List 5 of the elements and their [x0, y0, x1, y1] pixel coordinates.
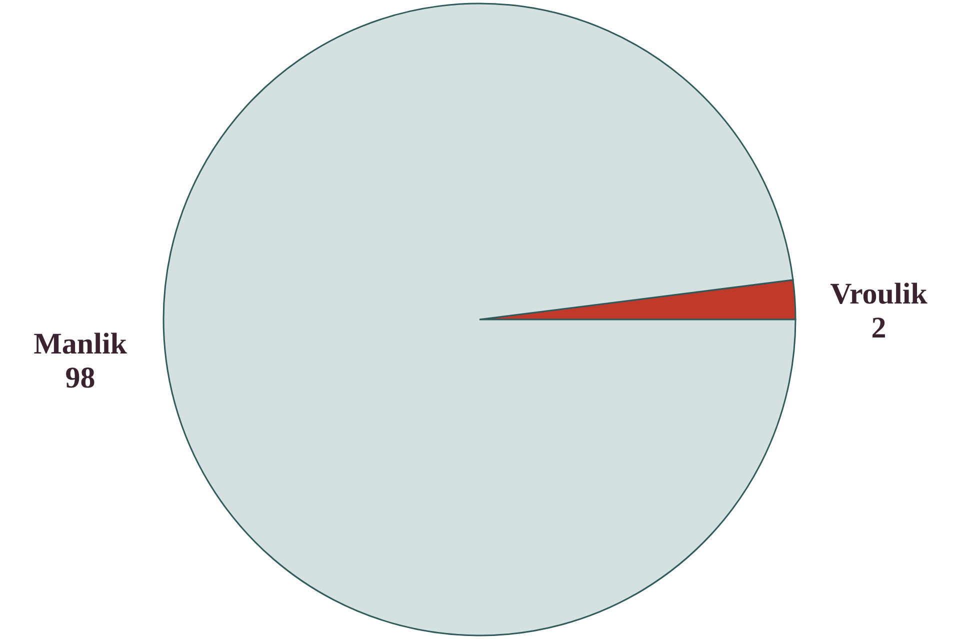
slice-label: Vroulik	[830, 277, 928, 310]
data-label: 98	[65, 362, 96, 395]
data-label: 2	[871, 311, 886, 344]
pie-slice	[163, 2, 796, 636]
slice-label: Manlik	[34, 328, 128, 361]
